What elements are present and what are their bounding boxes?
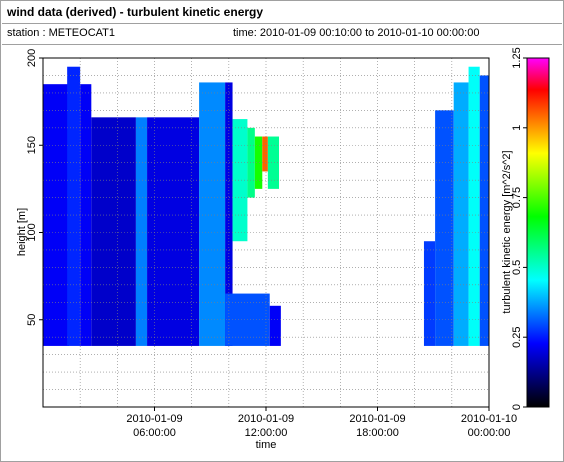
x-axis-label: time (256, 439, 277, 451)
colorbar-tick-label: 1.25 (511, 47, 523, 68)
heatmap-cell (232, 119, 248, 242)
x-tick-label: 12:00:00 (245, 427, 288, 439)
x-tick-label: 2010-01-10 (461, 413, 517, 425)
subtitle-divider (2, 44, 562, 45)
colorbar-label: turbulent kinetic energy [m^2/s^2] (501, 150, 513, 313)
x-tick-label: 00:00:00 (468, 427, 511, 439)
heatmap-cell (262, 136, 268, 172)
y-tick-label: 150 (26, 136, 38, 154)
y-tick-label: 200 (26, 49, 38, 67)
heatmap-cell (199, 82, 226, 346)
time-range-label: time: 2010-01-09 00:10:00 to 2010-01-10 … (233, 27, 480, 39)
colorbar-tick-label: 0.25 (511, 326, 523, 347)
y-tick-label: 100 (26, 223, 38, 241)
heatmap-cell (479, 75, 489, 346)
x-tick-label: 2010-01-09 (349, 413, 405, 425)
x-tick-label: 06:00:00 (133, 427, 176, 439)
colorbar (526, 57, 550, 408)
heatmap-cell (135, 117, 148, 346)
title-divider (2, 23, 562, 24)
heatmap-cell (468, 66, 480, 346)
y-tick-label: 50 (26, 314, 38, 326)
heatmap-cell (435, 110, 454, 346)
grid-lines (43, 58, 489, 407)
heatmap-cell (67, 66, 81, 346)
x-axis: 2010-01-09 06:00:00 2010-01-09 12:00:00 2010… (126, 407, 517, 439)
station-label: station : METEOCAT1 (7, 27, 115, 39)
x-tick-label: 2010-01-09 (126, 413, 182, 425)
colorbar-tick-label: 0.75 (511, 187, 523, 208)
heatmap-cell (453, 82, 469, 346)
heatmap-cell (254, 136, 263, 189)
heatmap-cell (247, 127, 255, 198)
x-tick-label: 18:00:00 (356, 427, 399, 439)
x-tick-label: 2010-01-09 (238, 413, 294, 425)
heatmap-cell (267, 136, 280, 189)
colorbar-tick-label: 0 (511, 404, 523, 410)
heatmap-cell (423, 241, 436, 346)
y-axis-label: height [m] (16, 208, 28, 256)
heatmap-cell (147, 117, 200, 346)
y-axis: 50 100 150 200 (26, 49, 43, 326)
heatmap-cell (269, 305, 281, 346)
colorbar-tick-label: 0.5 (511, 260, 523, 275)
chart-title: wind data (derived) - turbulent kinetic … (7, 5, 264, 19)
colorbar-axis: 0 0.25 0.5 0.75 1 1.25 (511, 47, 527, 410)
colorbar-tick-label: 1 (511, 125, 523, 131)
heatmap-cell (91, 117, 136, 346)
